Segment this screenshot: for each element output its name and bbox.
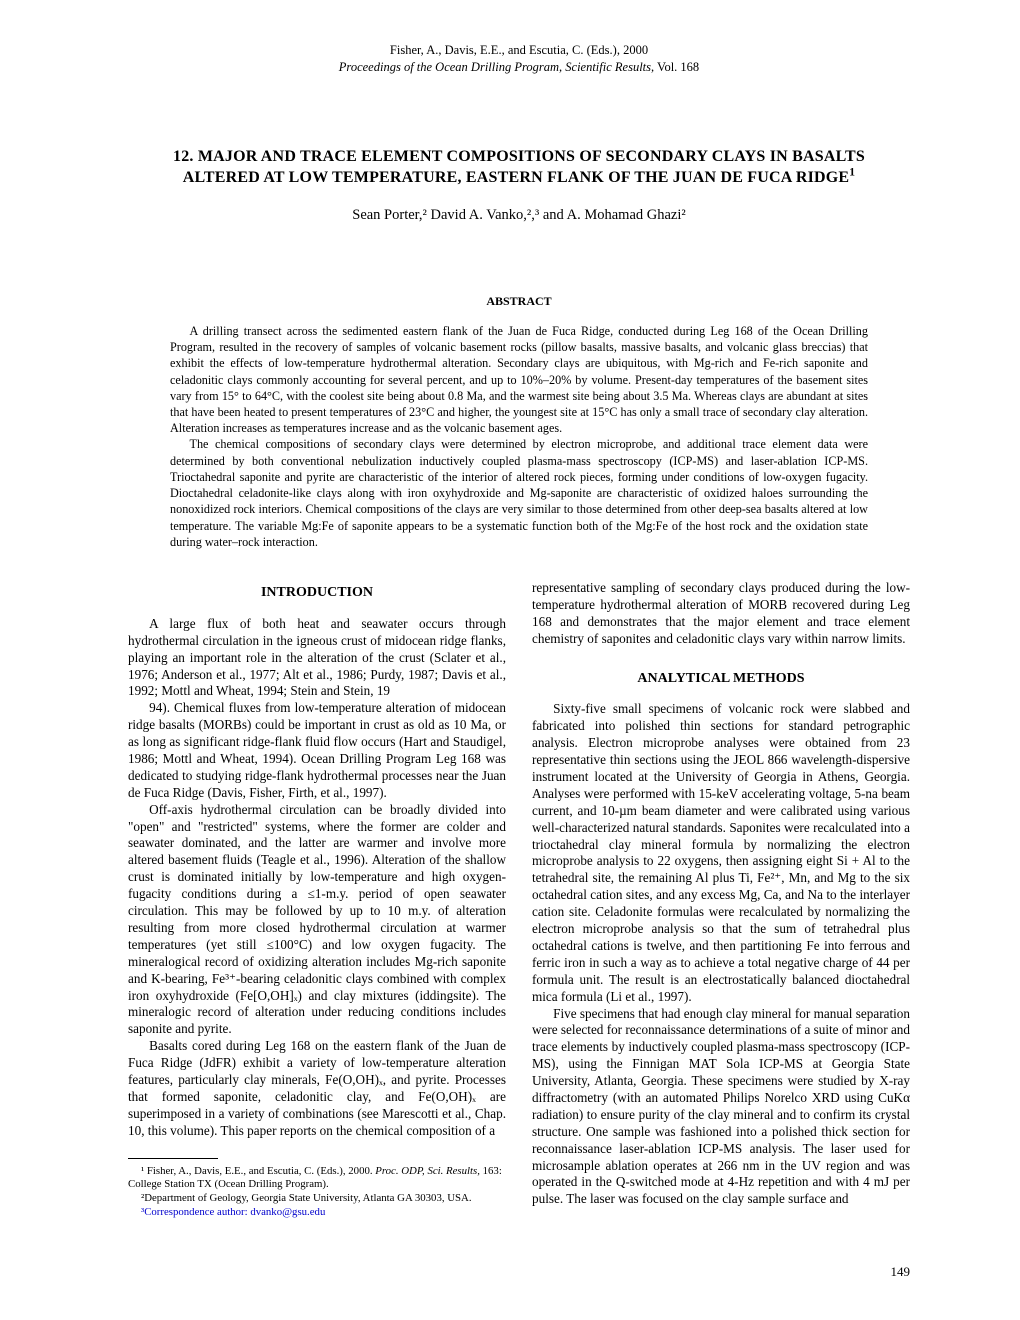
- running-head: Fisher, A., Davis, E.E., and Escutia, C.…: [128, 42, 910, 76]
- correspondence-link[interactable]: ³Correspondence author: dvanko@gsu.edu: [141, 1206, 325, 1218]
- running-head-italic: Proceedings of the Ocean Drilling Progra…: [339, 60, 654, 74]
- methods-p1: Sixty-five small specimens of volcanic r…: [532, 701, 910, 1005]
- footnotes: ¹ Fisher, A., Davis, E.E., and Escutia, …: [128, 1165, 506, 1220]
- chapter-title: 12. MAJOR AND TRACE ELEMENT COMPOSITIONS…: [128, 146, 910, 189]
- abstract-p1: A drilling transect across the sedimente…: [170, 323, 868, 437]
- title-block: 12. MAJOR AND TRACE ELEMENT COMPOSITIONS…: [128, 146, 910, 189]
- abstract-p2: The chemical compositions of secondary c…: [170, 436, 868, 550]
- right-lead-p: representative sampling of secondary cla…: [532, 580, 910, 648]
- intro-p2: 94). Chemical fluxes from low-temperatur…: [128, 700, 506, 801]
- title-line1: 12. MAJOR AND TRACE ELEMENT COMPOSITIONS…: [173, 148, 865, 165]
- running-head-vol: Vol. 168: [654, 60, 699, 74]
- fn1-a: ¹ Fisher, A., Davis, E.E., and Escutia, …: [141, 1165, 375, 1177]
- two-column-body: INTRODUCTION A large flux of both heat a…: [128, 580, 910, 1220]
- intro-p3: Off-axis hydrothermal circulation can be…: [128, 802, 506, 1038]
- intro-p1: A large flux of both heat and seawater o…: [128, 616, 506, 700]
- left-column: INTRODUCTION A large flux of both heat a…: [128, 580, 506, 1220]
- title-sup: 1: [849, 167, 855, 179]
- intro-p4: Basalts cored during Leg 168 on the east…: [128, 1038, 506, 1139]
- footnote-3: ³Correspondence author: dvanko@gsu.edu: [128, 1206, 506, 1220]
- fn1-b: Proc. ODP, Sci. Results,: [375, 1165, 480, 1177]
- footnote-rule: [128, 1158, 218, 1159]
- page-number: 149: [891, 1264, 911, 1280]
- footnote-2: ²Department of Geology, Georgia State Un…: [128, 1192, 506, 1206]
- methods-heading: ANALYTICAL METHODS: [532, 670, 910, 688]
- right-column: representative sampling of secondary cla…: [532, 580, 910, 1220]
- authors: Sean Porter,² David A. Vanko,²,³ and A. …: [128, 207, 910, 224]
- running-head-line1: Fisher, A., Davis, E.E., and Escutia, C.…: [128, 42, 910, 59]
- title-line2: ALTERED AT LOW TEMPERATURE, EASTERN FLAN…: [183, 169, 850, 186]
- intro-heading: INTRODUCTION: [128, 584, 506, 602]
- abstract-heading: ABSTRACT: [128, 294, 910, 309]
- methods-p2: Five specimens that had enough clay mine…: [532, 1006, 910, 1209]
- footnote-1: ¹ Fisher, A., Davis, E.E., and Escutia, …: [128, 1165, 506, 1193]
- running-head-line2: Proceedings of the Ocean Drilling Progra…: [128, 59, 910, 76]
- abstract-body: A drilling transect across the sedimente…: [170, 323, 868, 550]
